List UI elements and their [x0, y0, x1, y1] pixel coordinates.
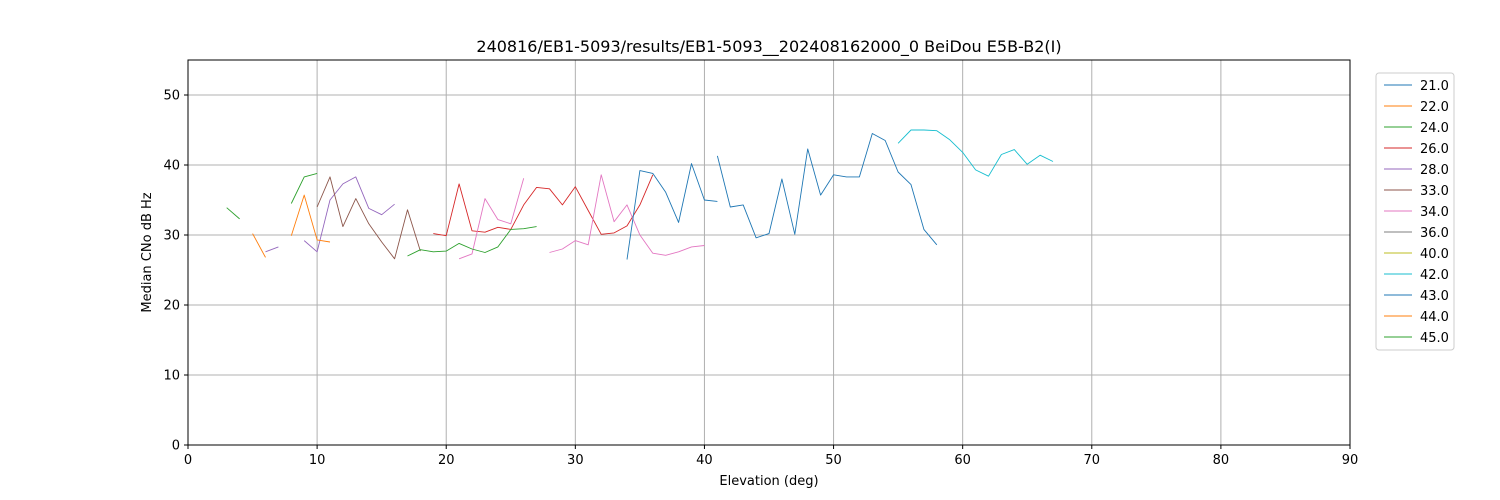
legend-label: 24.0 [1420, 121, 1449, 136]
y-tick-label: 50 [163, 89, 180, 104]
legend-label: 45.0 [1420, 331, 1449, 346]
y-tick-label: 40 [163, 159, 180, 174]
x-tick-label: 60 [954, 453, 971, 468]
series-lines [226, 129, 1054, 260]
x-tick-label: 30 [567, 453, 584, 468]
x-tick-label: 10 [309, 453, 326, 468]
y-tick-label: 20 [163, 299, 180, 314]
legend-label: 28.0 [1420, 163, 1449, 178]
y-tick-label: 0 [172, 439, 180, 454]
grid-lines [187, 60, 1351, 446]
series-line-21-0 [716, 133, 938, 246]
series-line-42-0 [897, 129, 1054, 177]
legend-label: 36.0 [1420, 226, 1449, 241]
x-axis-ticks: 0 10 20 30 40 50 60 70 80 90 [184, 445, 1358, 468]
legend-label: 22.0 [1420, 100, 1449, 115]
legend-label: 33.0 [1420, 184, 1449, 199]
x-tick-label: 20 [438, 453, 455, 468]
y-tick-label: 10 [163, 369, 180, 384]
series-line-24-0 [226, 207, 240, 220]
y-axis-label: Median CNo dB Hz [140, 192, 155, 312]
x-axis-label: Elevation (deg) [719, 474, 818, 489]
legend-box [1375, 72, 1455, 351]
series-line-44-0 [290, 194, 331, 243]
plot-area-frame [187, 59, 1351, 446]
series-line-43-0 [626, 163, 718, 260]
series-line-33-0 [316, 176, 421, 260]
series-line-45-0 [290, 172, 537, 257]
x-tick-label: 40 [696, 453, 713, 468]
legend: 21.0 22.0 24.0 26.0 28.0 33.0 34.0 36.0 40.0 42.0… [1375, 72, 1455, 351]
legend-label: 34.0 [1420, 205, 1449, 220]
y-axis-ticks: 0 10 20 30 40 50 [163, 89, 188, 454]
x-tick-label: 70 [1084, 453, 1101, 468]
x-tick-label: 0 [184, 453, 192, 468]
x-tick-label: 90 [1342, 453, 1359, 468]
legend-label: 43.0 [1420, 289, 1449, 304]
legend-label: 26.0 [1420, 142, 1449, 157]
series-line-22-0 [252, 233, 266, 258]
legend-label: 44.0 [1420, 310, 1449, 325]
series-line-26-0 [433, 174, 654, 237]
legend-label: 42.0 [1420, 268, 1449, 283]
series-line-34-0 [458, 174, 705, 260]
y-tick-label: 30 [163, 229, 180, 244]
legend-label: 21.0 [1420, 79, 1449, 94]
x-tick-label: 80 [1213, 453, 1230, 468]
series-line-28-0 [265, 176, 395, 253]
chart-title: 240816/EB1-5093/results/EB1-5093__202408… [476, 37, 1061, 57]
legend-label: 40.0 [1420, 247, 1449, 262]
x-tick-label: 50 [825, 453, 842, 468]
